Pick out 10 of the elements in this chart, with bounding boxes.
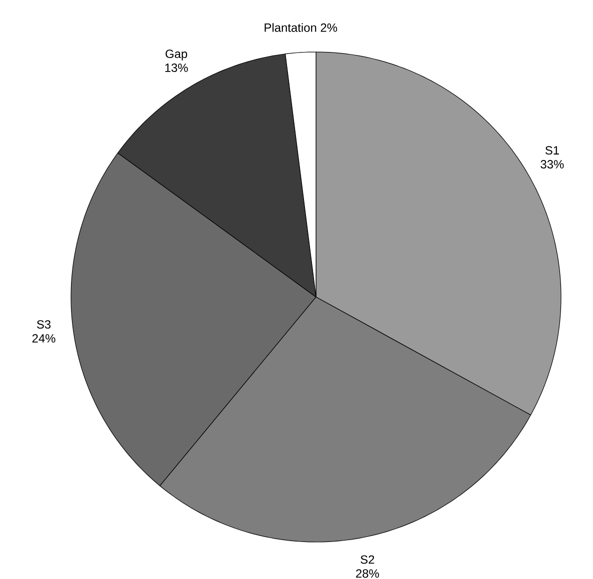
data-label: 28% bbox=[356, 569, 379, 578]
data-label: 24% bbox=[32, 334, 56, 343]
data-label: 33% bbox=[540, 160, 564, 169]
slice-label: Gap bbox=[166, 50, 188, 61]
data-label: 13% bbox=[165, 64, 188, 72]
slice-label: S2 bbox=[360, 555, 374, 564]
slice-label: S3 bbox=[37, 320, 51, 329]
data-label: 2% bbox=[320, 24, 338, 32]
slice-label: Plantation bbox=[264, 23, 316, 32]
slice-label: S1 bbox=[545, 146, 559, 155]
